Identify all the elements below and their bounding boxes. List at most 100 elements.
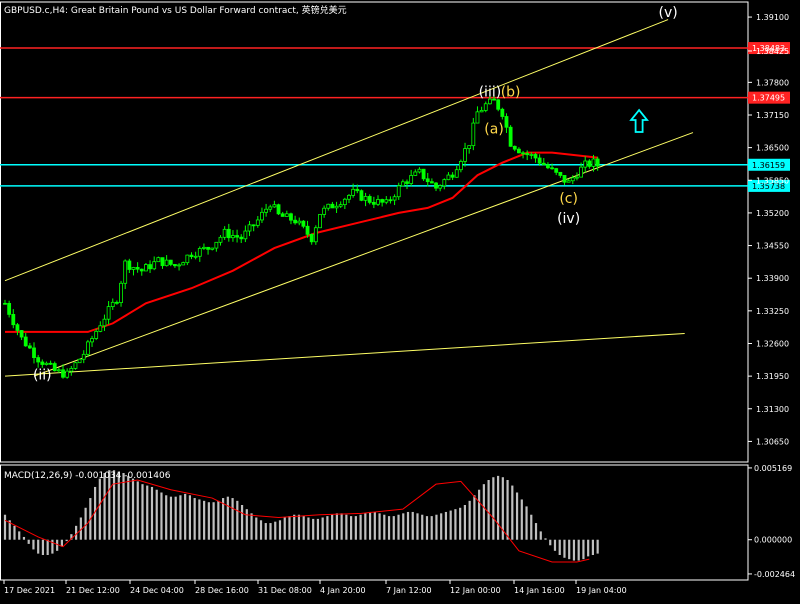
macd-signal-line	[4, 479, 590, 563]
price-tick-label: 1.33250	[756, 307, 789, 316]
candle-body	[15, 324, 20, 331]
candle-body	[575, 176, 579, 179]
candle-body	[525, 153, 530, 156]
candle-body	[173, 264, 177, 267]
arrow-shape	[629, 108, 649, 133]
candle-body	[429, 181, 434, 184]
candle-body	[550, 167, 554, 170]
candle-body	[541, 162, 546, 166]
wave-label: (iv)	[557, 211, 580, 227]
candle-body	[434, 182, 438, 189]
candle-body	[77, 358, 82, 364]
candle-body	[231, 235, 235, 239]
candle-body	[226, 228, 231, 239]
time-tick-label: 17 Dec 2021	[4, 586, 55, 595]
trend-lines	[4, 19, 694, 377]
candle-body	[7, 302, 12, 315]
price-tick-label: 1.31950	[756, 372, 789, 381]
wave-label: (iii)	[479, 84, 502, 100]
candle-body	[193, 255, 198, 258]
main-frame	[0, 1, 749, 463]
candle-body	[570, 177, 575, 182]
candle-body	[392, 196, 397, 201]
time-tick-label: 24 Dec 04:00	[130, 586, 184, 595]
signal-line	[4, 479, 590, 563]
candle-body	[512, 145, 517, 150]
candle-body	[487, 98, 492, 105]
candle-body	[144, 264, 148, 272]
candle-body	[119, 282, 123, 303]
candle-body	[264, 208, 269, 213]
candle-body	[562, 175, 567, 183]
candle-body	[454, 169, 459, 178]
candle-body	[110, 301, 115, 308]
candle-body	[533, 154, 538, 159]
candle-body	[235, 235, 239, 238]
candle-body	[280, 213, 285, 217]
wave-label: (a)	[484, 122, 504, 138]
level-tag	[748, 91, 790, 104]
candle-body	[260, 211, 264, 221]
price-tick-label: 1.37150	[756, 111, 789, 120]
candle-body	[222, 228, 227, 238]
trend-line-base-line	[4, 332, 685, 377]
candle-body	[367, 196, 372, 203]
candle-body	[467, 145, 472, 150]
candle-body	[421, 168, 426, 180]
candle-body	[255, 219, 260, 226]
candle-body	[438, 185, 443, 189]
candle-body	[19, 330, 24, 338]
candle-body	[301, 220, 306, 227]
candle-body	[268, 206, 273, 210]
candle-body	[313, 227, 318, 243]
price-tick-label: 1.33900	[756, 274, 789, 283]
candle-body	[450, 174, 455, 178]
candle-body	[384, 199, 389, 203]
candle-body	[243, 230, 248, 240]
candle-body	[504, 116, 509, 128]
candle-body	[156, 257, 161, 263]
candle-body	[376, 199, 380, 205]
candle-body	[152, 261, 157, 270]
candle-body	[521, 152, 525, 155]
level-tag-label: 1.38483	[752, 44, 785, 53]
time-tick-label: 4 Jan 20:00	[320, 586, 366, 595]
candle-body	[355, 188, 360, 192]
candle-body	[400, 181, 405, 187]
candle-body	[347, 195, 351, 200]
candle-body	[197, 248, 202, 257]
candle-body	[500, 108, 505, 117]
candle-body	[297, 220, 302, 224]
macd-axis: 0.005169 0.000000 -0.002464	[748, 464, 795, 579]
time-tick-label: 12 Jan 00:00	[450, 586, 501, 595]
candle-body	[458, 160, 463, 171]
candle-body	[98, 325, 103, 332]
time-tick-label: 14 Jan 16:00	[514, 586, 565, 595]
candle-body	[380, 199, 385, 203]
candle-body	[479, 110, 484, 113]
candle-body	[210, 247, 215, 250]
candle-body	[405, 181, 409, 184]
price-tick-label: 1.35850	[756, 176, 789, 185]
candle-body	[115, 301, 119, 304]
trend-line-lower-channel	[33, 132, 694, 377]
candle-body	[558, 171, 563, 176]
candle-body	[189, 254, 194, 258]
candle-body	[554, 168, 559, 173]
candle-body	[471, 122, 476, 147]
candle-body	[27, 345, 32, 349]
macd-tick-label: -0.002464	[754, 570, 795, 579]
candle-body	[351, 188, 356, 196]
candle-body	[102, 318, 107, 327]
macd-title: MACD(12,26,9) -0.001034 -0.001406	[4, 471, 171, 481]
candle-body	[123, 260, 128, 284]
candle-body	[65, 370, 70, 378]
candle-body	[11, 314, 16, 326]
candle-body	[463, 148, 467, 162]
level-tag-label: 1.37495	[752, 94, 785, 103]
candle-body	[413, 171, 418, 176]
candle-body	[251, 224, 256, 227]
candle-body	[181, 262, 186, 266]
candle-body	[537, 157, 542, 164]
